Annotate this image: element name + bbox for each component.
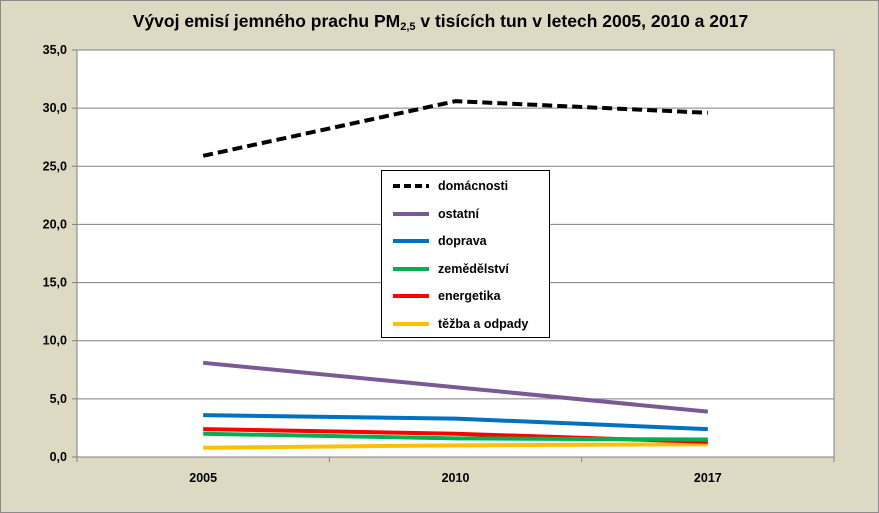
chart-title-main: Vývoj emisí jemného prachu PM: [132, 11, 401, 31]
legend-label: domácnosti: [438, 179, 509, 193]
series-line: [203, 431, 708, 442]
y-tick-label: 30,0: [43, 101, 67, 115]
chart-legend: domácnosti ostatní doprava zemědělství energ…: [381, 170, 550, 338]
series-line: [202, 99, 708, 158]
legend-label: doprava: [438, 234, 487, 248]
legend-label: zemědělství: [438, 261, 509, 276]
x-tick-label: 2010: [442, 471, 470, 485]
legend-label: ostatní: [438, 206, 479, 221]
y-tick-label: 10,0: [43, 334, 67, 348]
legend-item: ostatní: [382, 204, 549, 224]
legend-item: energetika: [382, 286, 549, 306]
y-tick-label: 15,0: [43, 276, 67, 290]
y-tick-label: 0,0: [50, 450, 67, 464]
legend-item: domácnosti: [382, 176, 549, 196]
legend-item: doprava: [382, 231, 549, 251]
y-tick-label: 20,0: [43, 217, 67, 231]
legend-swatch: [392, 235, 430, 247]
chart-title-rest: v tisících tun v letech 2005, 2010 a 201…: [415, 11, 749, 31]
legend-swatch: [392, 208, 430, 220]
legend-item: těžba a odpady: [382, 314, 549, 334]
y-tick-label: 5,0: [50, 392, 67, 406]
legend-label: těžba a odpady: [438, 316, 529, 331]
legend-label: energetika: [438, 289, 501, 303]
series-line: [203, 413, 708, 432]
y-tick-label: 25,0: [43, 159, 67, 173]
legend-item: zemědělství: [382, 259, 549, 279]
legend-swatch: [392, 263, 430, 275]
series-line: [203, 442, 708, 450]
legend-swatch: [392, 180, 430, 192]
series-line: [202, 360, 709, 414]
legend-swatch: [392, 318, 430, 330]
chart-title: Vývoj emisí jemného prachu PM2,5 v tisíc…: [1, 11, 879, 33]
x-tick-label: 2017: [694, 471, 722, 485]
y-tick-label: 35,0: [43, 43, 67, 57]
x-tick-label: 2005: [189, 471, 217, 485]
legend-swatch: [392, 290, 430, 302]
chart-title-subscript: 2,5: [400, 21, 416, 33]
